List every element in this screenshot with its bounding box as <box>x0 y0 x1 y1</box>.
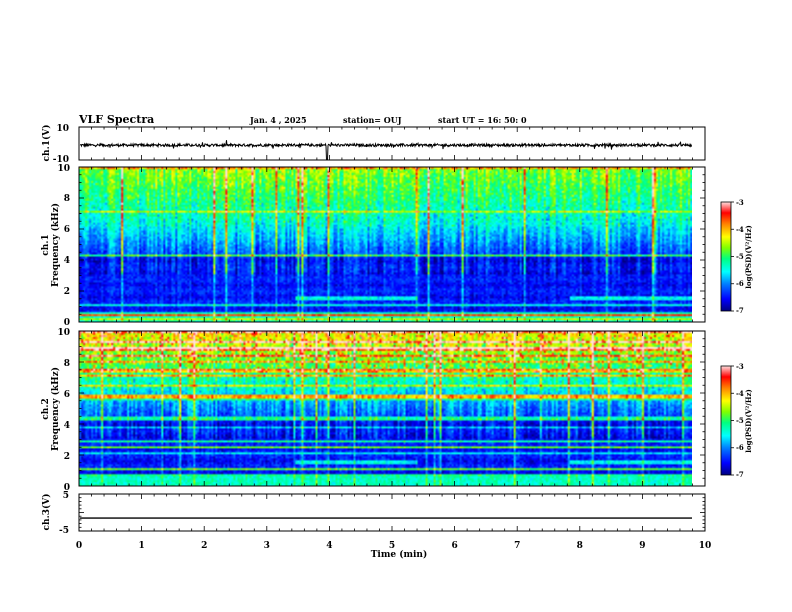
ch3-ticks <box>78 493 706 532</box>
ch2-freq-tick-2: 2 <box>64 452 70 462</box>
ch1-cb-tick-m5: -5 <box>736 252 744 261</box>
ch1-freq-tick-4: 4 <box>64 256 70 266</box>
ch2-cb-tick-m5: -5 <box>736 416 744 425</box>
chart-title: VLF Spectra <box>78 113 154 126</box>
ch1-x-ticks <box>78 127 706 160</box>
ch1-freq-tick-6: 6 <box>64 225 70 235</box>
x-tick-label: 7 <box>514 541 520 551</box>
ch2-freq-tick-4: 4 <box>64 421 70 431</box>
x-tick-label: 5 <box>389 541 395 551</box>
x-tick-label: 9 <box>639 541 645 551</box>
ch1-ytick-top: 10 <box>56 124 69 134</box>
ch1-freq-tick-0: 0 <box>64 318 70 328</box>
ch2-freq-tick-10: 10 <box>57 328 70 338</box>
ch2-cb-tick-m3: -3 <box>736 362 744 371</box>
ch2-cb-tick-m7: -7 <box>736 470 744 479</box>
ch1-freq-label: Frequency (kHz) <box>50 203 61 287</box>
ch3-ytick-top: 5 <box>63 491 69 501</box>
ch3-ylabel: ch.3(V) <box>41 494 52 531</box>
ch2-freq-label: Frequency (kHz) <box>50 367 61 451</box>
ch2-colorbar-label: log(PSD)(V²/Hz) <box>744 389 753 453</box>
ch2-freq-tick-0: 0 <box>64 483 70 493</box>
header-start-time: start UT = 16: 50: 0 <box>438 115 527 125</box>
ch2-channel-label: ch.2 <box>41 398 51 419</box>
ch2-colorbar <box>720 365 732 476</box>
ch2-spectrogram-ticks <box>78 330 706 487</box>
ch1-colorbar-ticks <box>731 201 734 312</box>
ch1-waveform-panel: 10 -10 ch.1(V) <box>41 124 706 165</box>
ch2-cb-tick-m6: -6 <box>736 443 744 452</box>
header-station: station= OUJ <box>343 115 402 125</box>
ch1-cb-tick-m6: -6 <box>736 279 744 288</box>
ch1-freq-tick-8: 8 <box>64 194 70 204</box>
x-tick-label: 10 <box>699 541 712 551</box>
ch3-waveform-panel: 5 -5 ch.3(V) <box>41 491 706 536</box>
ch1-channel-label: ch.1 <box>41 234 51 255</box>
ch3-ytick-bottom: -5 <box>59 526 69 536</box>
ch1-colorbar-label: log(PSD)(V²/Hz) <box>744 225 753 289</box>
ch1-spectrogram-panel: 0 2 4 6 8 10 ch.1 Frequency (kHz) -3 -4 … <box>41 164 753 328</box>
x-tick-label: 0 <box>76 541 82 551</box>
x-tick-label: 3 <box>264 541 270 551</box>
ch2-spectrogram-image <box>79 331 692 486</box>
ch2-freq-tick-6: 6 <box>64 390 70 400</box>
ch1-cb-tick-m7: -7 <box>736 306 744 315</box>
x-tick-label: 4 <box>326 541 332 551</box>
x-tick-label: 8 <box>577 541 583 551</box>
ch1-cb-tick-m3: -3 <box>736 198 744 207</box>
x-tick-label: 2 <box>201 541 207 551</box>
ch2-spectrogram-panel: 0 2 4 6 8 10 ch.2 Frequency (kHz) -3 -4 … <box>41 328 753 493</box>
ch1-freq-tick-10: 10 <box>57 164 70 174</box>
ch1-freq-tick-2: 2 <box>64 287 70 297</box>
ch1-spectrogram-image <box>79 167 692 322</box>
x-axis-tick-labels: 0 1 2 3 4 5 6 7 8 9 10 <box>76 541 711 551</box>
x-tick-label: 6 <box>451 541 457 551</box>
ch2-colorbar-ticks <box>731 365 734 476</box>
x-tick-label: 1 <box>138 541 144 551</box>
header-date: Jan. 4 , 2025 <box>249 115 307 125</box>
ch2-freq-tick-8: 8 <box>64 359 70 369</box>
ch1-cb-tick-m4: -4 <box>736 225 744 234</box>
x-axis-label: Time (min) <box>371 549 428 560</box>
ch1-waveform-trace <box>79 140 692 161</box>
ch1-colorbar <box>720 201 732 312</box>
ch2-cb-tick-m4: -4 <box>736 389 744 398</box>
ch1-ytick-bottom: -10 <box>53 155 69 165</box>
ch1-spectrogram-ticks <box>78 166 706 323</box>
ch1-ylabel: ch.1(V) <box>41 125 52 162</box>
